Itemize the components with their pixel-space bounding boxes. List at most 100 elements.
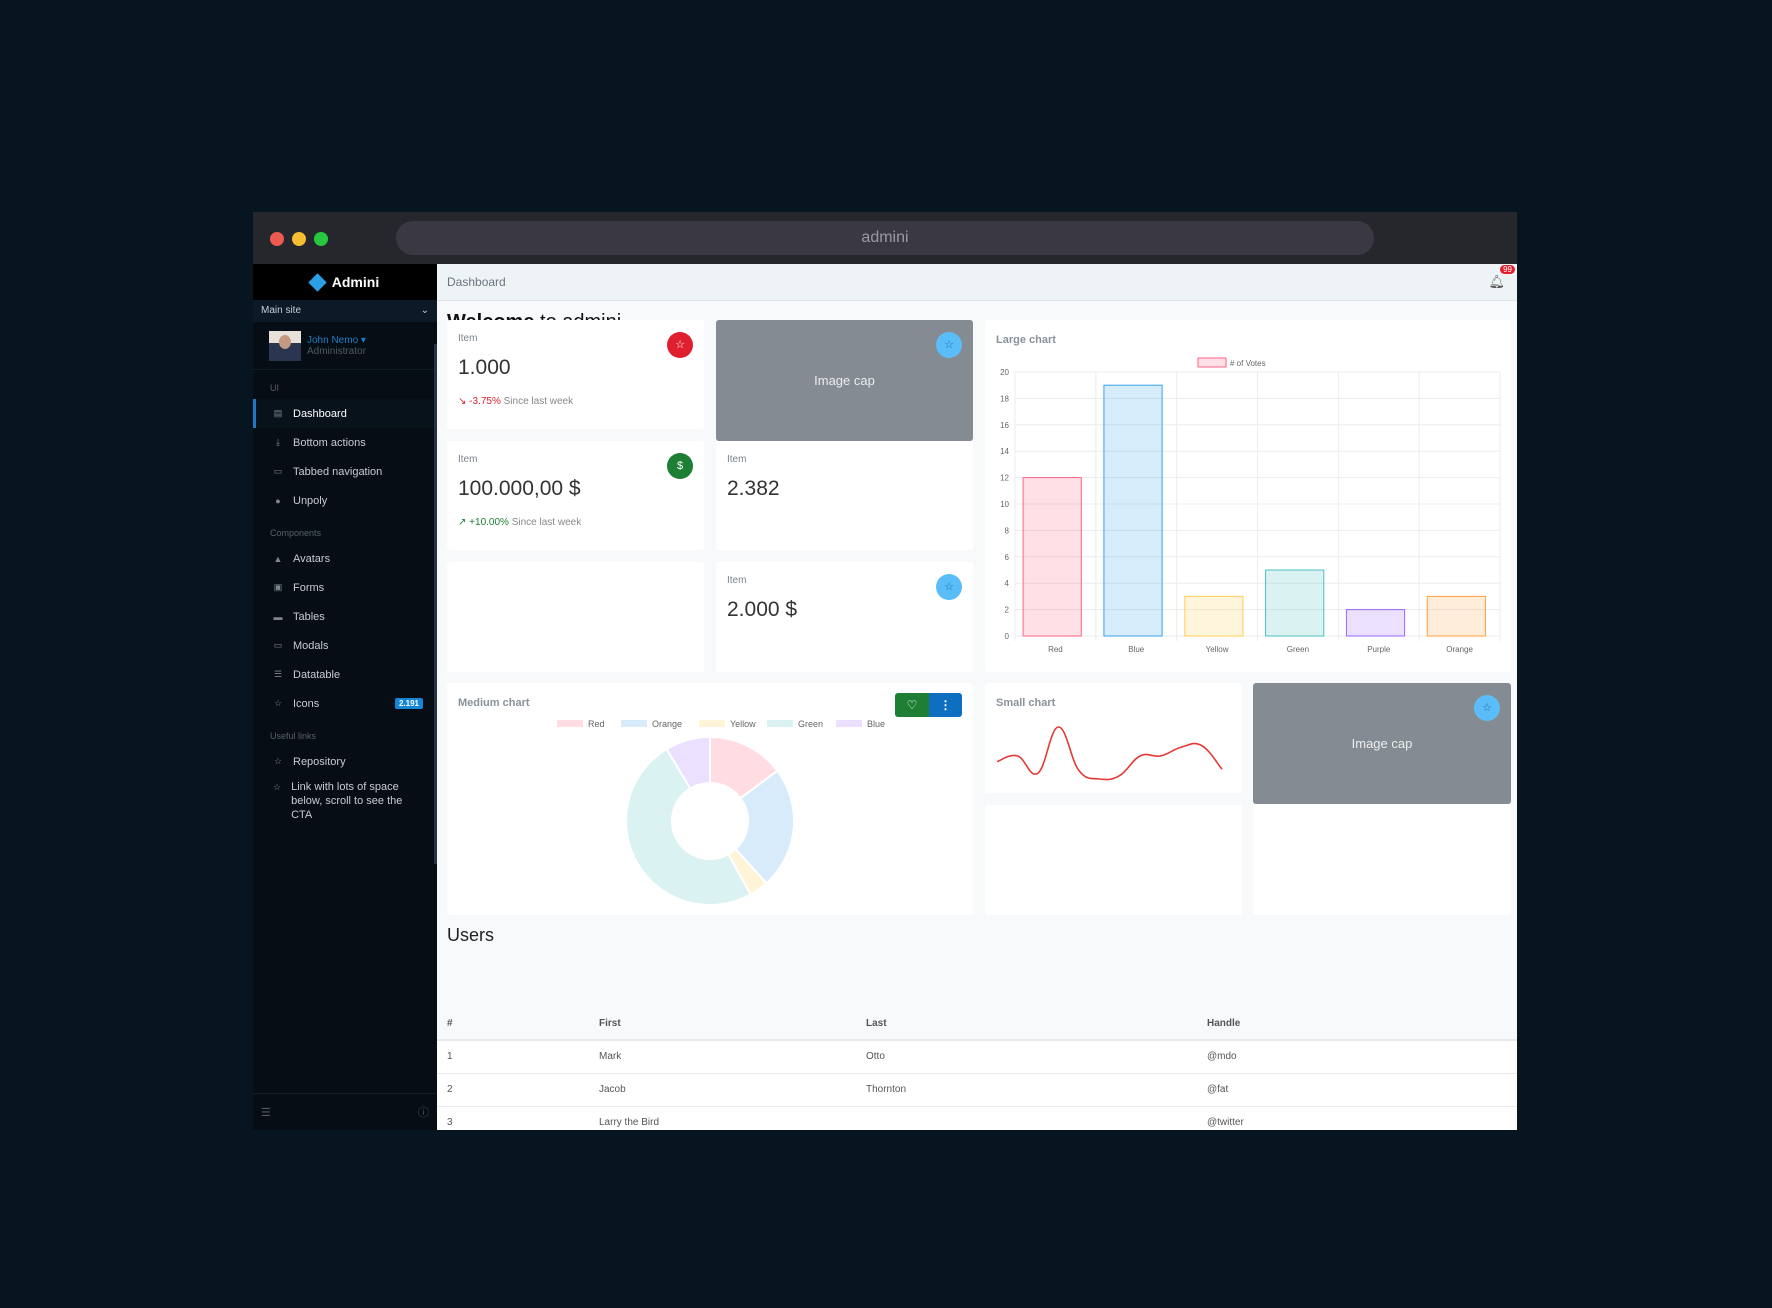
card-title: Small chart bbox=[996, 697, 1056, 709]
table-row[interactable]: 1 Mark Otto @mdo bbox=[437, 1040, 1517, 1074]
star-icon[interactable]: ☆ bbox=[667, 332, 693, 358]
legend-label: Orange bbox=[652, 719, 682, 729]
address-bar[interactable]: admini bbox=[396, 221, 1374, 255]
y-tick-label: 20 bbox=[1000, 368, 1009, 377]
card-value: 1.000 bbox=[458, 356, 511, 379]
x-tick-label: Purple bbox=[1367, 645, 1391, 654]
column-header[interactable]: # bbox=[437, 1007, 599, 1041]
sidebar-item-label: Modals bbox=[293, 639, 329, 652]
column-header[interactable]: First bbox=[599, 1007, 866, 1041]
sidebar-item-unpoly[interactable]: ● Unpoly bbox=[253, 486, 437, 515]
sidebar-item-datatable[interactable]: ☰ Datatable bbox=[253, 660, 437, 689]
sidebar-item-forms[interactable]: ▣ Forms bbox=[253, 573, 437, 602]
stat-card-revenue: Item 100.000,00 $ ↗ +10.00% Since last w… bbox=[447, 441, 704, 550]
dashboard-icon: ▤ bbox=[273, 408, 283, 418]
star-icon[interactable]: ☆ bbox=[1474, 695, 1500, 721]
notification-badge: 99 bbox=[1500, 265, 1515, 274]
brand-logo[interactable]: Admini bbox=[253, 264, 437, 300]
large-chart-card: Large chart 0 2 4 6 8 10 12 14 16 18 20 Red Blue Yell… bbox=[985, 320, 1511, 672]
table-cell: Otto bbox=[866, 1040, 1207, 1074]
sidebar-item-modals[interactable]: ▭ Modals bbox=[253, 631, 437, 660]
legend-swatch bbox=[1197, 357, 1227, 368]
modal-icon: ▭ bbox=[273, 640, 283, 650]
y-tick-label: 14 bbox=[1000, 447, 1009, 456]
stat-card-amount: Item 2.000 $ ☆ bbox=[716, 562, 973, 672]
card-title: Medium chart bbox=[458, 697, 530, 709]
sidebar-item-label: Datatable bbox=[293, 668, 341, 681]
sidebar-item-avatars[interactable]: ▲ Avatars bbox=[253, 544, 437, 573]
download-icon: ⤓ bbox=[276, 437, 280, 447]
sidebar-item-icons[interactable]: ☆ Icons 2.191 bbox=[253, 689, 437, 718]
y-tick-label: 10 bbox=[1000, 500, 1009, 509]
bar-orange bbox=[1426, 595, 1486, 637]
site-select-value: Main site bbox=[261, 305, 302, 316]
avatar bbox=[269, 330, 301, 361]
empty-card bbox=[447, 562, 704, 672]
table-icon: ▬ bbox=[273, 611, 283, 622]
x-tick-label: Orange bbox=[1446, 645, 1473, 654]
help-icon[interactable]: ⓘ bbox=[418, 1107, 429, 1119]
bar-blue bbox=[1103, 384, 1163, 637]
trend-down-icon: ↘ bbox=[458, 396, 470, 407]
legend-swatch bbox=[767, 720, 793, 727]
dollar-icon[interactable]: $ bbox=[667, 453, 693, 479]
slice-orange bbox=[734, 769, 795, 885]
breadcrumb: Dashboard bbox=[447, 275, 506, 289]
user-menu[interactable]: John Nemo ▾ Administrator bbox=[253, 322, 437, 370]
x-tick-label: Red bbox=[1048, 645, 1063, 654]
sidebar-item-link-with[interactable]: ☆ Link with lots of space below, scroll t… bbox=[253, 776, 423, 821]
image-cap-card: Image cap ☆ bbox=[1253, 683, 1511, 804]
trend-up-icon: ↗ bbox=[458, 517, 470, 528]
browser-window: admini Admini Main site ⌄ John Nemo ▾ Adm… bbox=[253, 212, 1517, 1130]
star-icon[interactable]: ☆ bbox=[936, 574, 962, 600]
image-cap-label: Image cap bbox=[1351, 736, 1413, 751]
y-tick-label: 2 bbox=[1005, 606, 1010, 615]
x-tick-label: Green bbox=[1287, 645, 1309, 654]
card-trend: ↘ -3.75% Since last week bbox=[458, 396, 574, 407]
brand-name: Admini bbox=[331, 274, 380, 290]
more-options-button[interactable]: ⋮ bbox=[929, 693, 962, 717]
sidebar-scrollbar[interactable] bbox=[434, 344, 437, 864]
table-row[interactable]: 3 Larry the Bird @twitter bbox=[437, 1106, 1517, 1130]
collapse-menu-icon[interactable]: ☰ bbox=[261, 1106, 271, 1119]
line-chart bbox=[996, 726, 1223, 781]
y-tick-label: 18 bbox=[1000, 394, 1009, 403]
slice-blue bbox=[665, 735, 711, 790]
close-window-button[interactable] bbox=[270, 232, 284, 246]
sidebar-item-dashboard[interactable]: ▤ Dashboard bbox=[253, 399, 437, 428]
minimize-window-button[interactable] bbox=[292, 232, 306, 246]
bell-icon[interactable]: 🔔︎ bbox=[1488, 274, 1505, 289]
bar-chart: 0 2 4 6 8 10 12 14 16 18 20 Red Blue Yellow Green Purpl… bbox=[1000, 357, 1501, 654]
legend-label: Red bbox=[588, 719, 605, 729]
y-tick-label: 12 bbox=[1000, 474, 1009, 483]
table-row[interactable]: 2 Jacob Thornton @fat bbox=[437, 1073, 1517, 1107]
card-title: Large chart bbox=[996, 334, 1056, 346]
nav-section-label: Components bbox=[270, 528, 322, 538]
table-cell: Larry the Bird bbox=[599, 1106, 866, 1130]
legend-label: Yellow bbox=[730, 719, 756, 729]
small-chart-card: Small chart bbox=[985, 683, 1242, 793]
legend-label: Blue bbox=[867, 719, 885, 729]
doughnut-chart: Red Orange Yellow Green Blue bbox=[557, 719, 885, 906]
site-select[interactable]: Main site ⌄ bbox=[253, 300, 437, 322]
legend-swatch bbox=[699, 720, 725, 727]
sidebar-item-label: Icons bbox=[293, 697, 320, 710]
sidebar-item-bottom-actions[interactable]: ⤓ Bottom actions bbox=[253, 428, 437, 457]
main-content: Dashboard 🔔︎ 99 Welcome to admini Item 1… bbox=[437, 264, 1517, 1130]
sidebar-item-repository[interactable]: ☆ Repository bbox=[253, 747, 437, 776]
card-value: 100.000,00 $ bbox=[458, 477, 581, 500]
column-header[interactable]: Last bbox=[866, 1007, 1207, 1041]
sidebar-item-tabbed-navigation[interactable]: ▭ Tabbed navigation bbox=[253, 457, 437, 486]
sidebar-item-tables[interactable]: ▬ Tables bbox=[253, 602, 437, 631]
heart-button[interactable]: ♡ bbox=[895, 693, 929, 717]
diamond-logo-icon bbox=[308, 272, 327, 292]
sidebar-footer: ☰ ⓘ bbox=[253, 1093, 437, 1130]
nav-section-label: UI bbox=[270, 383, 279, 393]
card-title: Item bbox=[458, 333, 478, 344]
column-header[interactable]: Handle bbox=[1207, 1007, 1517, 1041]
image-cap-card: Image cap ☆ bbox=[716, 320, 973, 441]
star-icon[interactable]: ☆ bbox=[936, 332, 962, 358]
sidebar-item-label: Bottom actions bbox=[293, 436, 366, 449]
card-title: Item bbox=[727, 454, 747, 465]
maximize-window-button[interactable] bbox=[314, 232, 328, 246]
